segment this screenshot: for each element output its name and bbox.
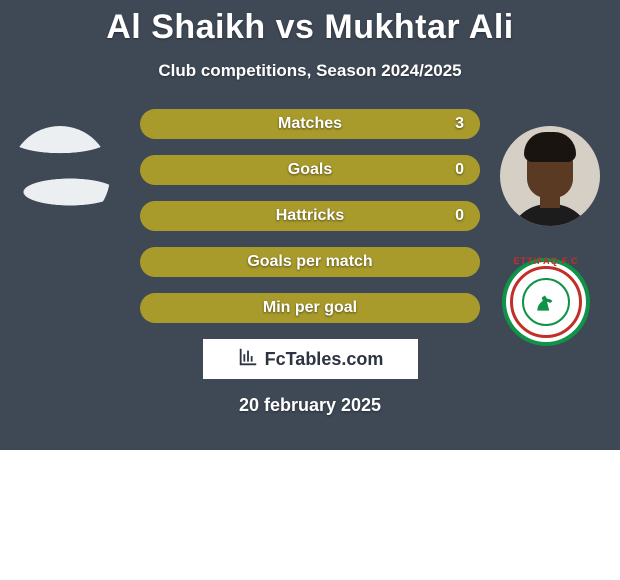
club-badge-right: ETTIFAQ F.C	[502, 258, 590, 346]
comparison-card: Al Shaikh vs Mukhtar Ali Club competitio…	[0, 0, 620, 450]
horse-icon	[522, 278, 570, 326]
player-left-avatar	[10, 126, 110, 226]
stat-label: Matches	[140, 109, 480, 139]
stat-bar: Goals per match	[140, 247, 480, 277]
stat-label: Goals	[140, 155, 480, 185]
stat-bar: Hattricks0	[140, 201, 480, 231]
subtitle: Club competitions, Season 2024/2025	[0, 61, 620, 81]
club-name: ETTIFAQ F.C	[502, 256, 590, 266]
stat-value-right: 0	[455, 155, 464, 185]
stat-bar: Goals0	[140, 155, 480, 185]
date-text: 20 february 2025	[0, 395, 620, 416]
page-title: Al Shaikh vs Mukhtar Ali	[0, 0, 620, 47]
watermark: FcTables.com	[203, 339, 418, 379]
stat-bar: Min per goal	[140, 293, 480, 323]
stat-label: Hattricks	[140, 201, 480, 231]
stat-label: Goals per match	[140, 247, 480, 277]
stat-value-right: 0	[455, 201, 464, 231]
stat-bar: Matches3	[140, 109, 480, 139]
chart-icon	[237, 346, 259, 373]
stat-bars: Matches3Goals0Hattricks0Goals per matchM…	[140, 109, 480, 323]
player-right-avatar	[500, 126, 600, 226]
stat-value-right: 3	[455, 109, 464, 139]
stat-label: Min per goal	[140, 293, 480, 323]
watermark-text: FcTables.com	[265, 349, 384, 370]
